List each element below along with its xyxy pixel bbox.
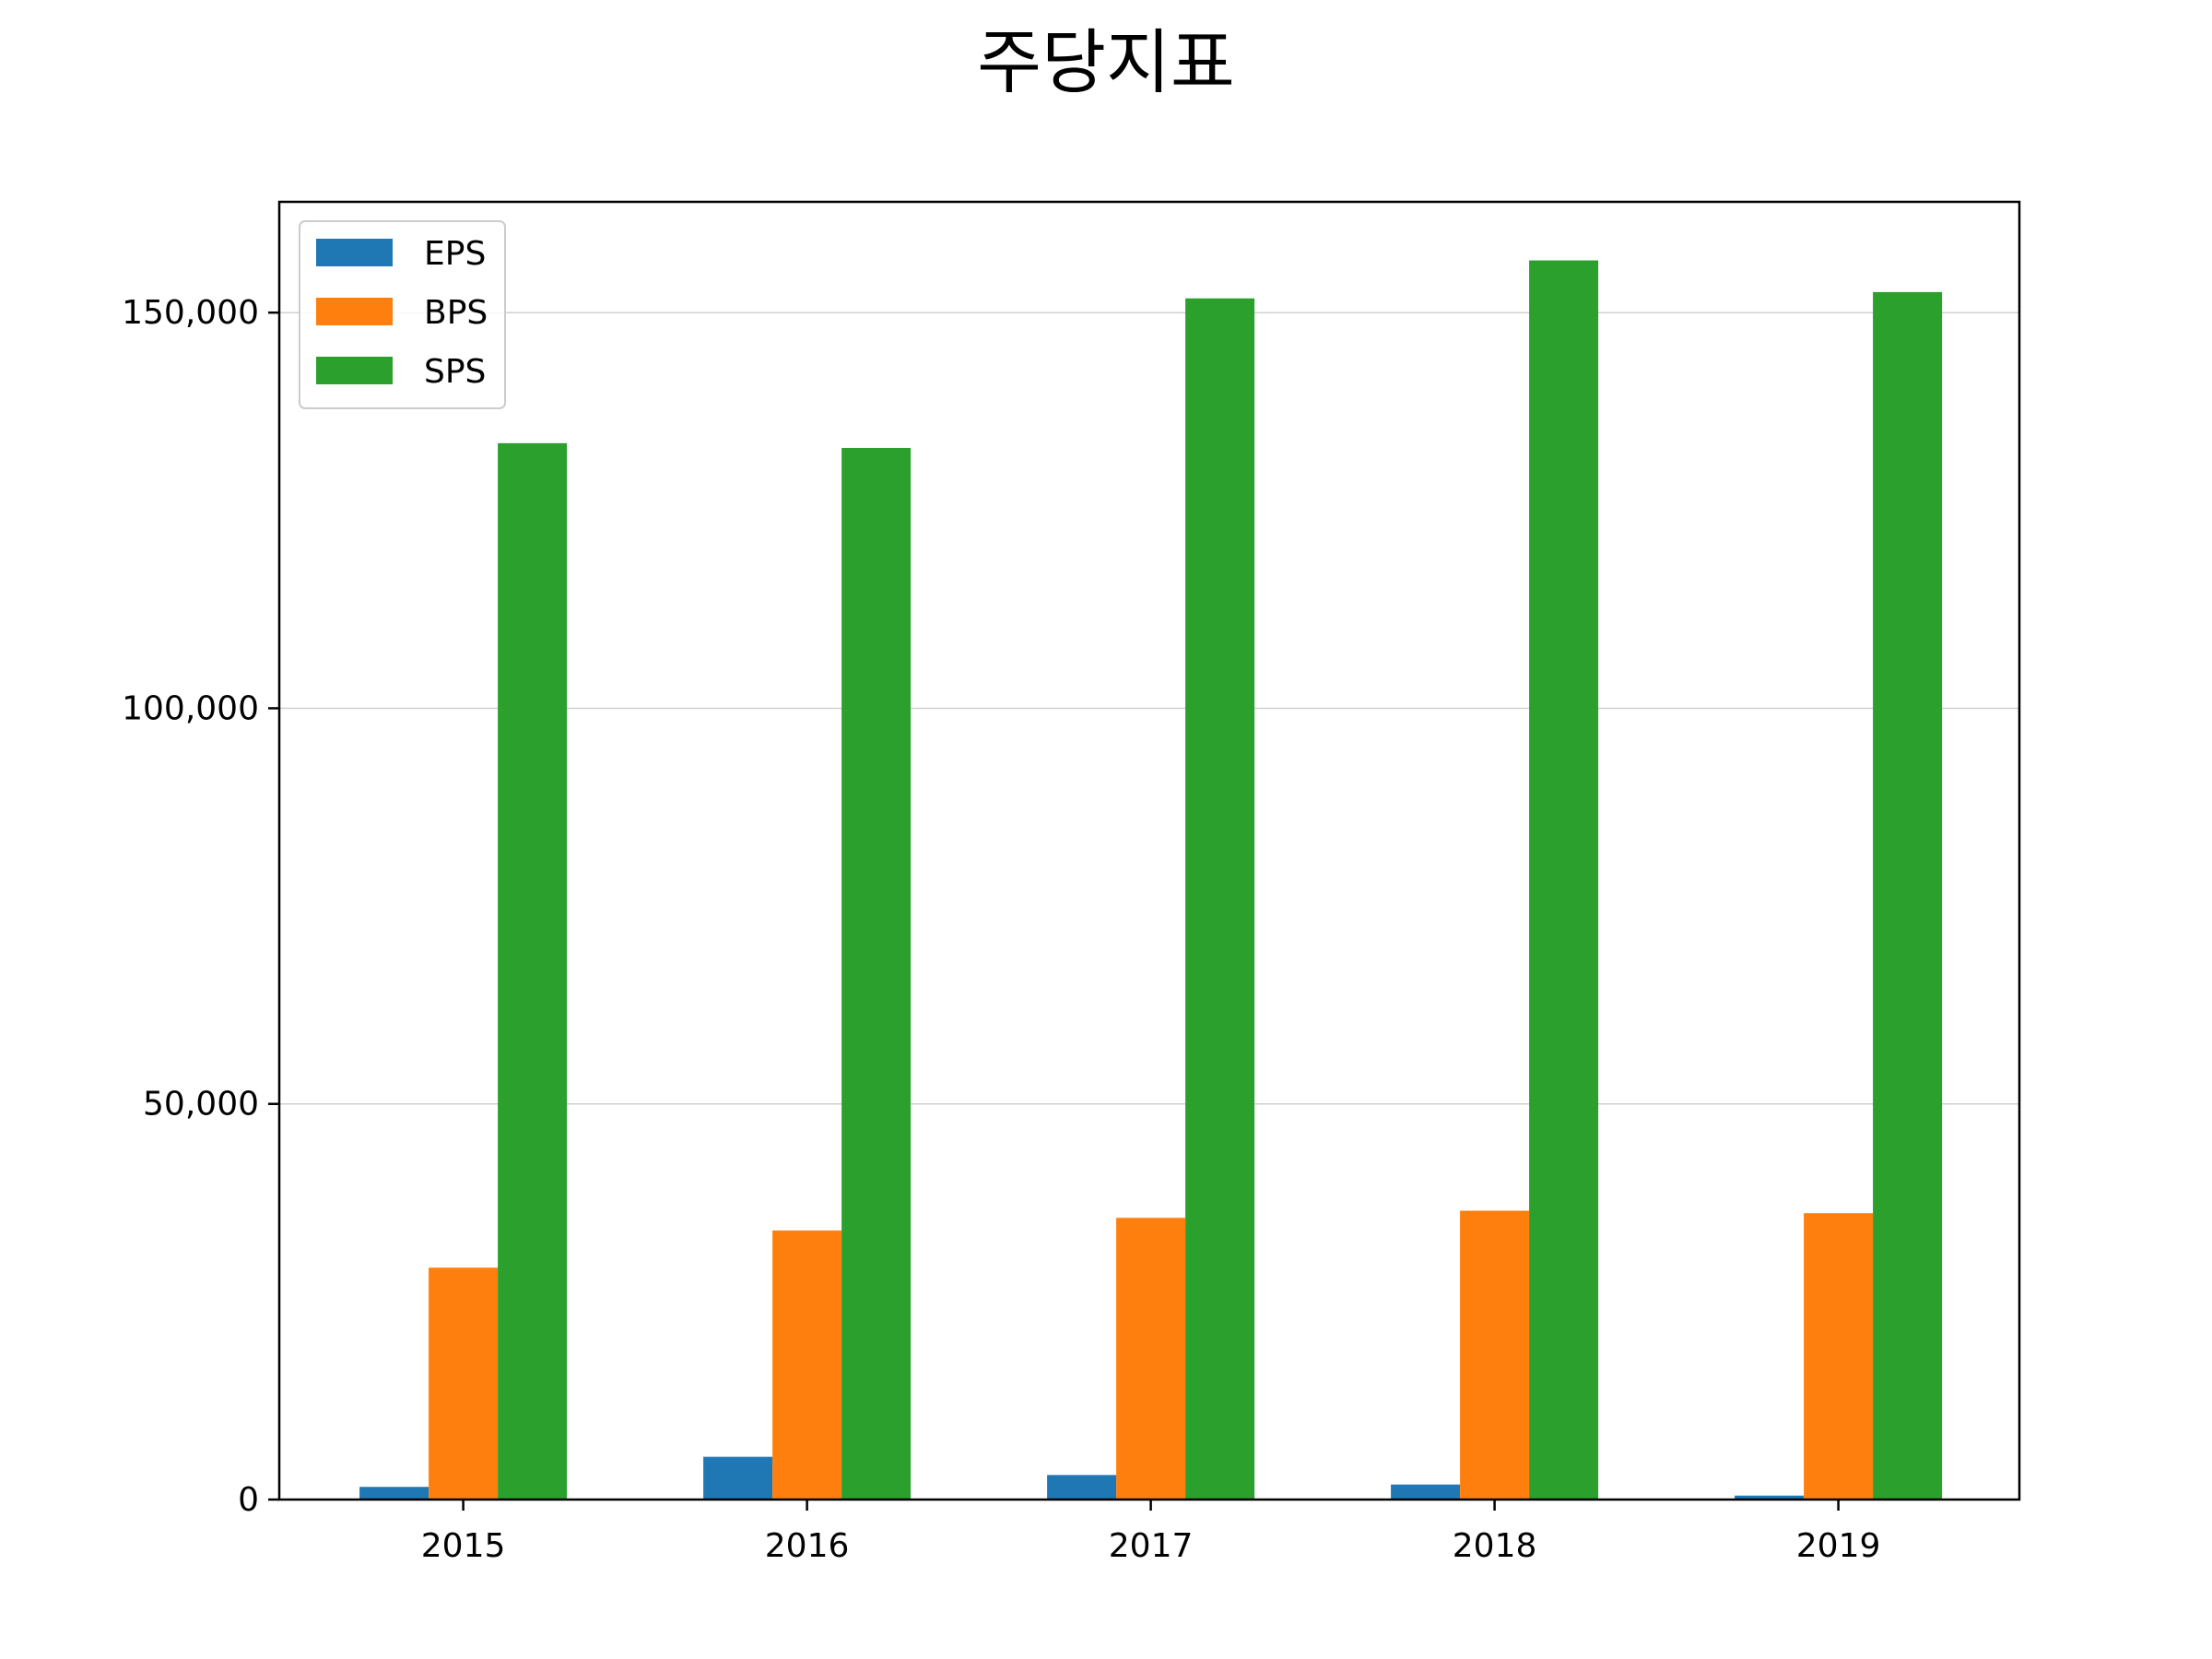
- bar-sps-2015: [498, 442, 568, 1500]
- y-axis: 0 50,000 100,000 150,000: [122, 294, 279, 1519]
- bar-bps-2019: [1804, 1213, 1874, 1500]
- bar-eps-2019: [1735, 1495, 1805, 1500]
- legend: EPS BPS SPS: [299, 220, 506, 409]
- bar-eps-2017: [1047, 1475, 1117, 1500]
- legend-swatch-sps: [316, 357, 393, 384]
- x-tick-label: 2019: [1796, 1527, 1881, 1565]
- bars: [359, 260, 1943, 1500]
- bar-sps-2017: [1185, 298, 1255, 1500]
- bar-bps-2018: [1460, 1210, 1530, 1500]
- x-tick-label: 2015: [421, 1527, 506, 1565]
- bar-sps-2018: [1529, 260, 1599, 1500]
- y-tick-label: 150,000: [122, 294, 259, 332]
- legend-label-eps: EPS: [424, 235, 486, 273]
- x-tick-label: 2016: [765, 1527, 850, 1565]
- plot-frame: [277, 200, 2021, 1501]
- chart-title: 주당지표: [977, 21, 1235, 103]
- gridlines: [279, 312, 2019, 1105]
- y-tick-label: 0: [238, 1481, 259, 1519]
- legend-swatch-bps: [316, 298, 393, 325]
- bar-bps-2017: [1116, 1218, 1186, 1500]
- legend-swatch-eps: [316, 239, 393, 266]
- y-tick-label: 50,000: [143, 1086, 259, 1124]
- legend-label-bps: BPS: [424, 294, 488, 332]
- x-tick-label: 2017: [1109, 1527, 1194, 1565]
- legend-label-sps: SPS: [424, 353, 486, 391]
- x-tick-label: 2018: [1453, 1527, 1537, 1565]
- bar-sps-2019: [1873, 291, 1943, 1500]
- bar-eps-2016: [703, 1456, 773, 1500]
- bar-eps-2015: [359, 1487, 429, 1500]
- bar-eps-2018: [1391, 1484, 1461, 1500]
- bar-sps-2016: [841, 448, 912, 1500]
- x-axis: 2015 2016 2017 2018 2019: [421, 1500, 1881, 1565]
- bar-bps-2016: [772, 1230, 842, 1500]
- bar-bps-2015: [429, 1267, 499, 1500]
- y-tick-label: 100,000: [122, 689, 259, 727]
